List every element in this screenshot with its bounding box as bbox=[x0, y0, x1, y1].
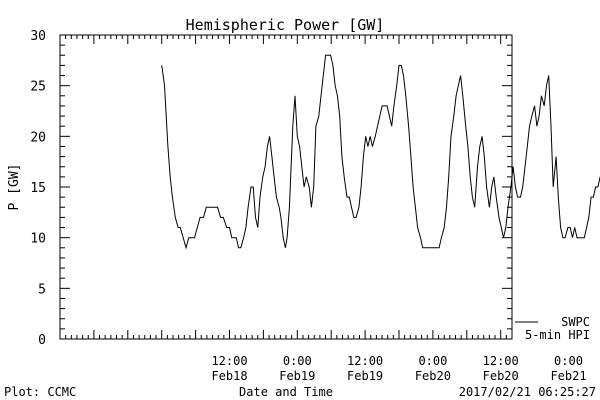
x-tick-date: Feb21 bbox=[550, 369, 586, 383]
y-axis-label: P [GW] bbox=[7, 164, 22, 211]
x-tick-label: 12:00 bbox=[211, 354, 247, 368]
y-tick-label: 5 bbox=[38, 282, 46, 297]
chart-title: Hemispheric Power [GW] bbox=[186, 16, 385, 34]
x-tick-date: Feb19 bbox=[347, 369, 383, 383]
legend-label-swpc: SWPC bbox=[561, 315, 590, 329]
y-tick-label: 30 bbox=[30, 29, 46, 44]
x-axis: 12:00Feb180:00Feb1912:00Feb190:00Feb2012… bbox=[59, 35, 587, 383]
y-tick-label: 20 bbox=[30, 130, 46, 145]
series-line-swpc bbox=[161, 54, 600, 250]
x-tick-date: Feb20 bbox=[483, 369, 519, 383]
x-tick-date: Feb20 bbox=[415, 369, 451, 383]
plot-area bbox=[161, 54, 600, 250]
x-tick-label: 0:00 bbox=[283, 354, 312, 368]
x-tick-label: 0:00 bbox=[418, 354, 447, 368]
legend-label-hpi: 5-min HPI bbox=[525, 328, 590, 342]
x-tick-date: Feb19 bbox=[279, 369, 315, 383]
y-tick-label: 25 bbox=[30, 80, 46, 95]
x-tick-label: 12:00 bbox=[347, 354, 383, 368]
y-tick-label: 15 bbox=[30, 181, 46, 196]
y-tick-label: 0 bbox=[38, 333, 46, 348]
x-tick-date: Feb18 bbox=[211, 369, 247, 383]
plot-frame bbox=[59, 34, 513, 340]
plot-timestamp: 2017/02/21 06:25:27 bbox=[459, 385, 596, 399]
y-axis: 0 5 10 15 20 25 30 bbox=[30, 29, 512, 348]
plot-credit: Plot: CCMC bbox=[4, 385, 76, 399]
x-axis-label: Date and Time bbox=[239, 385, 333, 399]
y-tick-label: 10 bbox=[30, 232, 46, 247]
x-tick-label: 12:00 bbox=[483, 354, 519, 368]
x-tick-label: 0:00 bbox=[554, 354, 583, 368]
